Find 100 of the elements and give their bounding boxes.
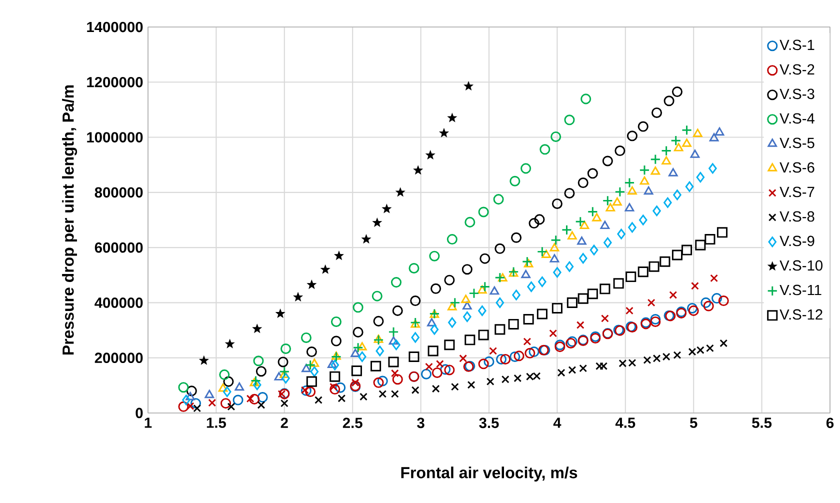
point bbox=[378, 390, 387, 398]
point bbox=[310, 358, 320, 367]
y-tick-label: 400000 bbox=[94, 298, 143, 308]
point bbox=[219, 369, 230, 380]
point bbox=[614, 186, 626, 198]
point bbox=[524, 259, 534, 268]
point bbox=[672, 86, 682, 98]
point bbox=[712, 293, 722, 304]
legend-label: V.S-10 bbox=[780, 260, 822, 271]
point bbox=[408, 262, 420, 274]
point bbox=[464, 334, 476, 346]
point bbox=[664, 96, 674, 106]
point bbox=[459, 354, 468, 362]
point bbox=[278, 356, 288, 368]
point bbox=[225, 339, 234, 348]
point bbox=[370, 360, 382, 372]
legend-label: V.S-3 bbox=[780, 88, 814, 100]
point bbox=[528, 218, 540, 229]
point bbox=[373, 334, 384, 346]
point bbox=[373, 377, 384, 388]
point bbox=[644, 186, 654, 195]
point bbox=[579, 364, 588, 372]
point bbox=[626, 272, 636, 282]
point bbox=[190, 398, 202, 409]
point bbox=[550, 234, 562, 246]
point bbox=[478, 358, 489, 370]
point bbox=[523, 314, 534, 325]
point bbox=[540, 144, 550, 155]
point bbox=[718, 296, 729, 306]
x-tick-label: 2 bbox=[280, 418, 288, 428]
point bbox=[300, 385, 312, 396]
point bbox=[274, 372, 284, 380]
point bbox=[222, 386, 232, 398]
x-tick-label: 5 bbox=[690, 418, 698, 428]
point bbox=[376, 346, 384, 356]
point bbox=[390, 390, 399, 398]
point bbox=[392, 340, 400, 350]
x-tick-label: 3 bbox=[417, 418, 424, 428]
point bbox=[575, 216, 586, 227]
point bbox=[500, 354, 511, 364]
point bbox=[550, 254, 560, 262]
point bbox=[390, 369, 399, 378]
point bbox=[208, 398, 216, 407]
point bbox=[706, 344, 714, 352]
x-tick-label: 1.5 bbox=[206, 418, 226, 428]
legend-label: V.S-9 bbox=[780, 236, 814, 246]
point bbox=[204, 390, 214, 398]
point bbox=[600, 362, 608, 370]
point bbox=[650, 154, 661, 165]
point bbox=[480, 253, 490, 264]
point bbox=[576, 321, 584, 329]
point bbox=[448, 317, 456, 328]
point bbox=[521, 270, 530, 278]
legend-label: V.S-5 bbox=[780, 138, 814, 148]
legend-label: V.S-4 bbox=[780, 113, 814, 124]
point bbox=[662, 156, 671, 165]
point bbox=[494, 324, 506, 335]
point bbox=[440, 364, 451, 375]
point bbox=[330, 371, 340, 382]
point bbox=[444, 340, 455, 350]
point bbox=[686, 302, 698, 314]
point bbox=[652, 354, 661, 362]
point bbox=[320, 264, 330, 274]
point bbox=[307, 280, 316, 289]
point bbox=[302, 364, 311, 372]
point bbox=[220, 398, 232, 409]
point bbox=[553, 267, 562, 278]
point bbox=[674, 143, 684, 152]
point bbox=[614, 146, 626, 156]
point bbox=[253, 356, 264, 366]
point bbox=[682, 244, 692, 256]
point bbox=[720, 339, 728, 348]
point bbox=[350, 348, 360, 357]
point bbox=[673, 351, 682, 360]
x-axis-title: Frontal air velocity, m/s bbox=[401, 466, 578, 482]
y-tick-label: 1200000 bbox=[87, 76, 143, 88]
point bbox=[314, 396, 322, 404]
point bbox=[278, 390, 286, 398]
point bbox=[695, 240, 706, 250]
point bbox=[709, 133, 719, 142]
point bbox=[426, 150, 435, 160]
x-tick-label: 4.5 bbox=[615, 418, 636, 428]
point bbox=[691, 282, 699, 290]
point bbox=[628, 186, 637, 195]
point bbox=[690, 150, 700, 158]
point bbox=[218, 383, 228, 392]
point bbox=[372, 290, 382, 302]
point bbox=[643, 356, 652, 364]
point bbox=[617, 228, 626, 240]
point bbox=[334, 251, 344, 260]
point bbox=[628, 222, 636, 233]
point bbox=[388, 326, 399, 338]
point bbox=[388, 356, 399, 368]
point bbox=[514, 350, 524, 362]
point bbox=[390, 277, 402, 288]
point bbox=[432, 367, 442, 378]
point bbox=[700, 297, 712, 308]
point bbox=[306, 376, 317, 387]
point bbox=[396, 188, 405, 196]
point bbox=[427, 318, 436, 326]
